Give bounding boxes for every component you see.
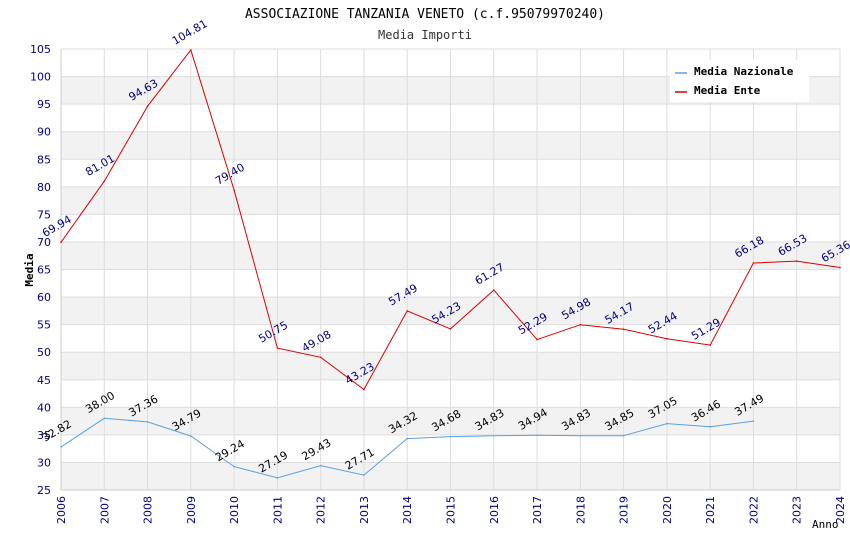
series-lines xyxy=(60,48,841,479)
x-tick-label: 2009 xyxy=(185,496,198,524)
x-tick-label: 2019 xyxy=(618,496,631,524)
legend-label-media-ente: Media Ente xyxy=(694,84,761,97)
data-point-media-ente xyxy=(579,323,582,326)
data-point-media-nazionale xyxy=(406,437,409,440)
data-point-media-ente xyxy=(492,289,495,291)
data-label-media-ente: 104.81 xyxy=(170,17,210,48)
x-tick-label: 2016 xyxy=(488,496,501,524)
y-tick-label: 100 xyxy=(30,71,51,84)
data-point-media-nazionale xyxy=(103,417,106,420)
x-tick-label: 2014 xyxy=(401,496,414,524)
data-point-media-ente xyxy=(103,180,106,183)
x-tick-label: 2024 xyxy=(834,496,847,524)
x-tick-label: 2013 xyxy=(358,496,371,524)
y-tick-label: 85 xyxy=(37,153,51,166)
x-tick-labels: 2006 2007 2008 2009 2010 2011 2012 2013 2014 2015… xyxy=(55,496,847,524)
y-tick-label: 75 xyxy=(37,208,51,221)
y-axis-label: Media xyxy=(23,253,36,286)
x-tick-label: 2006 xyxy=(55,496,68,524)
data-label-media-ente: 79.40 xyxy=(213,161,247,188)
y-tick-label: 45 xyxy=(37,374,51,387)
data-point-media-ente xyxy=(709,344,711,346)
x-tick-label: 2022 xyxy=(747,496,760,524)
data-point-media-ente xyxy=(666,337,668,340)
data-point-media-ente xyxy=(146,105,149,107)
x-tick-label: 2007 xyxy=(98,496,111,524)
data-point-media-nazionale xyxy=(60,446,62,448)
y-tick-label: 70 xyxy=(37,236,51,249)
y-tick-label: 105 xyxy=(30,43,51,56)
legend-label-media-nazionale: Media Nazionale xyxy=(694,65,794,78)
legend: Media Nazionale Media Ente xyxy=(670,60,809,102)
data-point-media-ente xyxy=(190,49,192,51)
y-tick-label: 55 xyxy=(37,319,51,332)
data-point-media-nazionale xyxy=(276,477,279,479)
x-tick-label: 2008 xyxy=(142,496,155,524)
data-point-media-ente xyxy=(233,189,235,191)
y-tick-label: 80 xyxy=(37,181,51,194)
x-tick-label: 2021 xyxy=(704,496,717,524)
y-tick-label: 35 xyxy=(37,429,51,442)
y-tick-label: 50 xyxy=(37,346,51,359)
x-tick-label: 2010 xyxy=(228,496,241,524)
data-point-media-nazionale xyxy=(579,435,582,437)
data-point-media-nazionale xyxy=(449,435,452,438)
data-point-media-nazionale xyxy=(666,422,668,425)
data-point-media-nazionale xyxy=(363,474,365,476)
data-point-media-nazionale xyxy=(752,420,755,422)
data-point-media-ente xyxy=(363,388,365,391)
y-tick-labels: 25 30 35 40 45 50 55 60 65 70 75 80 85 90 95 100 105 xyxy=(30,43,51,497)
data-point-media-ente xyxy=(752,262,755,264)
data-point-media-ente xyxy=(276,347,279,349)
y-tick-label: 30 xyxy=(37,456,51,469)
data-point-media-ente xyxy=(795,260,798,262)
data-label-media-nazionale: 32.82 xyxy=(40,417,74,444)
data-point-media-ente xyxy=(536,338,538,341)
data-point-media-ente xyxy=(319,356,322,359)
axes xyxy=(60,49,840,491)
data-point-media-nazionale xyxy=(319,464,322,467)
y-tick-label: 95 xyxy=(37,98,51,111)
data-point-media-nazionale xyxy=(709,426,711,428)
data-label-media-nazionale: 29.24 xyxy=(213,437,247,464)
x-tick-label: 2023 xyxy=(791,496,804,524)
data-point-media-ente xyxy=(406,310,409,312)
data-point-media-ente xyxy=(622,328,625,331)
chart-subtitle: Media Importi xyxy=(378,28,472,42)
data-point-media-nazionale xyxy=(492,435,495,437)
chart-title: ASSOCIAZIONE TANZANIA VENETO (c.f.950799… xyxy=(245,7,605,22)
data-label-media-ente: 49.08 xyxy=(300,328,334,355)
x-tick-label: 2017 xyxy=(531,496,544,524)
data-point-media-ente xyxy=(449,328,452,330)
data-point-media-nazionale xyxy=(146,421,149,423)
data-point-media-nazionale xyxy=(190,435,192,437)
data-point-media-nazionale xyxy=(536,434,538,437)
data-point-media-nazionale xyxy=(233,465,235,468)
y-tick-label: 90 xyxy=(37,126,51,139)
legend-box xyxy=(670,60,809,102)
data-point-media-ente xyxy=(839,266,841,269)
data-label-media-nazionale: 29.43 xyxy=(300,436,334,463)
x-axis-label: Anno xyxy=(812,518,839,531)
y-tick-label: 65 xyxy=(37,264,51,277)
y-tick-label: 40 xyxy=(37,401,51,414)
x-tick-label: 2018 xyxy=(574,496,587,524)
x-tick-label: 2015 xyxy=(445,496,458,524)
x-tick-label: 2011 xyxy=(271,496,284,524)
y-tick-label: 25 xyxy=(37,484,51,497)
data-point-media-nazionale xyxy=(622,434,625,437)
x-tick-label: 2020 xyxy=(661,496,674,524)
y-tick-label: 60 xyxy=(37,291,51,304)
x-tick-label: 2012 xyxy=(315,496,328,524)
data-point-media-ente xyxy=(60,241,62,244)
